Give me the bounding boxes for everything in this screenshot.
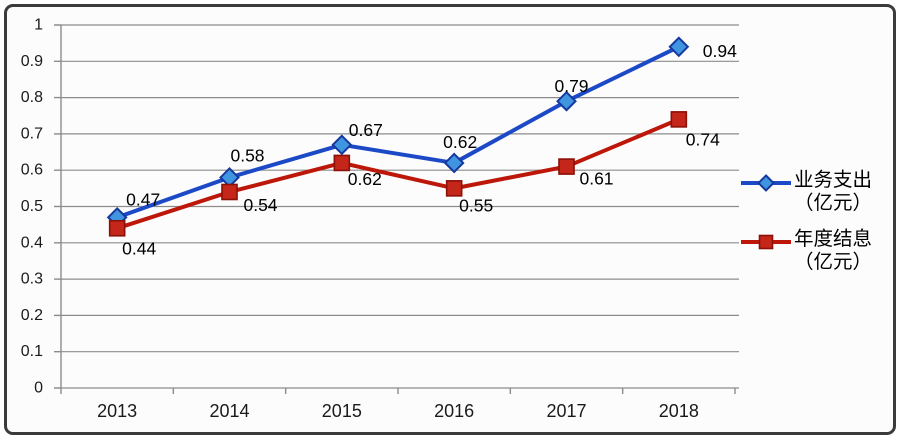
y-axis-tick-label: 0 xyxy=(34,380,43,397)
y-axis-tick-label: 0.4 xyxy=(21,234,43,251)
series-1-marker xyxy=(445,180,463,197)
line-chart: 0 0.1 0.2 0.3 0.4 0.5 0.6 0.7 0.8 0.9 1 2013 2014 201… xyxy=(21,17,872,422)
data-point-label: 0.62 xyxy=(348,169,382,189)
y-axis-tick-label: 0.3 xyxy=(21,271,43,288)
x-axis-tick-label: 2015 xyxy=(322,401,362,421)
y-axis-tick-label: 0.5 xyxy=(21,198,43,215)
series-1-marker xyxy=(333,154,351,172)
series-1-marker xyxy=(221,183,238,201)
data-point-label: 0.58 xyxy=(230,145,264,165)
series-1-marker xyxy=(108,219,126,237)
y-axis-tick-label: 0.6 xyxy=(21,162,43,179)
legend-label: （亿元） xyxy=(794,251,872,273)
x-axis-tick-label: 2013 xyxy=(97,401,137,421)
data-point-label: 0.79 xyxy=(554,76,588,96)
legend-marker xyxy=(758,234,774,250)
y-axis-tick-label: 0.1 xyxy=(21,343,43,360)
y-axis-tick-label: 0.8 xyxy=(21,89,43,106)
series-1-marker xyxy=(558,158,575,175)
data-point-label: 0.94 xyxy=(703,41,737,61)
data-point-label: 0.55 xyxy=(459,195,493,215)
series-0-marker xyxy=(331,134,353,156)
series-1-line xyxy=(115,117,681,231)
series-0-marker xyxy=(668,36,690,58)
data-point-label: 0.67 xyxy=(349,120,383,140)
data-point-label: 0.62 xyxy=(443,132,477,152)
series-1-marker xyxy=(670,111,688,128)
legend-label: （亿元） xyxy=(794,192,872,214)
x-axis-tick-label: 2018 xyxy=(659,401,699,421)
series-0-line xyxy=(115,44,681,220)
data-point-label: 0.44 xyxy=(122,238,156,258)
legend-label: 年度结息 xyxy=(794,228,872,250)
chart-frame: 0 0.1 0.2 0.3 0.4 0.5 0.6 0.7 0.8 0.9 1 2013 2014 201… xyxy=(4,4,896,435)
legend-label: 业务支出 xyxy=(794,169,872,191)
x-axis-tick-label: 2016 xyxy=(434,401,474,421)
series-0-marker xyxy=(556,90,577,112)
series-0-marker xyxy=(443,152,465,174)
data-point-label: 0.47 xyxy=(126,189,160,209)
y-axis-tick-label: 0.9 xyxy=(21,53,43,70)
data-point-label: 0.54 xyxy=(243,195,277,215)
y-axis-tick-label: 0.7 xyxy=(21,125,43,142)
legend-marker xyxy=(757,174,775,192)
data-point-label: 0.61 xyxy=(579,169,613,189)
y-axis-tick-label: 1 xyxy=(34,17,43,34)
x-axis-tick-label: 2017 xyxy=(546,401,586,421)
x-axis-tick-label: 2014 xyxy=(209,401,249,421)
y-axis-tick-label: 0.2 xyxy=(21,307,43,324)
data-point-label: 0.74 xyxy=(686,129,720,149)
